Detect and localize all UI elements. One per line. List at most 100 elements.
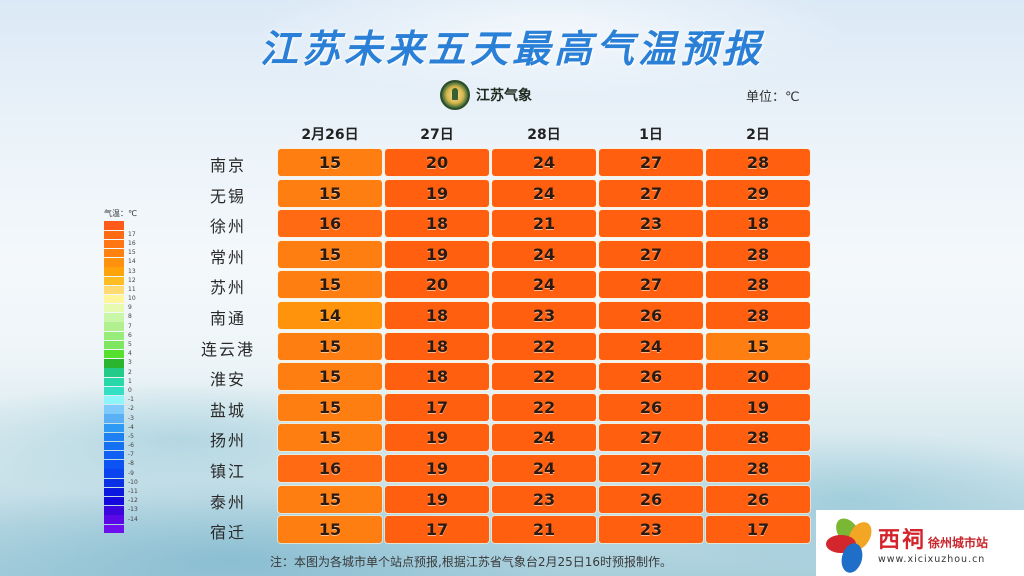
legend-label: 17 (128, 230, 136, 238)
temperature-cell: 19 (385, 455, 489, 482)
city-label: 盐城 (209, 400, 246, 420)
temperature-cell: 15 (278, 485, 382, 513)
legend-row: -11 (104, 487, 138, 497)
temperature-cell: 24 (492, 149, 596, 176)
temperature-cell: 22 (492, 393, 596, 421)
watermark-subtitle: 徐州城市站 (928, 535, 989, 550)
city-label: 淮安 (209, 370, 246, 390)
legend-swatch (104, 359, 124, 368)
legend-label: 8 (128, 313, 132, 321)
legend-swatch (104, 350, 124, 359)
temperature-cell: 23 (599, 210, 703, 238)
legend-row: 13 (104, 267, 138, 276)
temperature-cell: 28 (706, 240, 810, 268)
page-title: 江苏未来五天最高气温预报 (259, 27, 764, 71)
legend-label: 5 (128, 341, 132, 349)
legend-row: -9 (104, 469, 138, 478)
city-label: 扬州 (209, 431, 246, 451)
temperature-cell: 18 (385, 210, 489, 238)
city-label: 泰州 (209, 492, 246, 512)
watermark-brand: 西祠 (878, 527, 927, 553)
xici-watermark: 西祠 徐州城市站 www.xicixuzhou.cn (816, 510, 1024, 576)
legend-swatch (104, 368, 124, 377)
column-header: 1日 (639, 127, 663, 143)
legend-title: 气温：℃ (104, 209, 137, 218)
legend-swatch (104, 377, 124, 386)
legend-label: -10 (128, 478, 138, 486)
legend-row: 15 (104, 248, 138, 258)
temperature-cell: 18 (385, 302, 489, 329)
temperature-cell: 19 (385, 240, 489, 268)
legend-label: -8 (128, 460, 134, 468)
legend-scale: 17 16 15 14 13 12 11 10 9 8 7 6 5 4 3 2 1 0 -1 -2 -3 -4 -5 -6 -7… (104, 221, 138, 533)
temperature-cell: 29 (706, 179, 810, 207)
xici-petal-logo-icon (820, 513, 877, 576)
temperature-cell: 21 (492, 516, 596, 544)
legend-label: 14 (128, 258, 136, 266)
column-header: 2月26日 (301, 127, 359, 143)
temperature-cell: 20 (385, 149, 489, 176)
legend-label: -4 (128, 423, 134, 431)
temperature-cell: 26 (599, 485, 703, 513)
temperature-cell: 21 (492, 210, 596, 238)
legend-swatch (104, 469, 124, 478)
footnote: 注：本图为各城市单个站点预报,根据江苏省气象台2月25日16时预报制作。 (270, 555, 672, 569)
column-header: 2日 (746, 127, 770, 143)
legend-swatch (104, 497, 124, 506)
temperature-cell: 18 (385, 363, 489, 391)
city-label: 苏州 (209, 278, 246, 298)
temperature-cell: 28 (706, 455, 810, 482)
legend-swatch (104, 340, 124, 350)
temperature-cell: 15 (278, 424, 382, 452)
legend-row (104, 524, 138, 533)
legend-label: -14 (128, 515, 138, 523)
temperature-cell: 24 (492, 179, 596, 207)
legend-row: -2 (104, 405, 138, 414)
legend-label: -9 (128, 469, 134, 477)
temperature-cell: 27 (599, 179, 703, 207)
temperature-cell: 27 (599, 271, 703, 299)
legend-swatch (104, 405, 124, 414)
legend-swatch (104, 294, 124, 304)
temperature-cell: 19 (706, 393, 810, 421)
legend-row: 7 (104, 322, 138, 331)
legend-row: 2 (104, 368, 138, 377)
temperature-cell: 16 (278, 210, 382, 238)
legend-label: -1 (128, 396, 134, 404)
watermark-url: www.xicixuzhou.cn (878, 553, 986, 565)
city-label: 南京 (209, 156, 246, 175)
legend-row: -8 (104, 460, 138, 469)
temperature-cell: 24 (492, 240, 596, 268)
legend-row: 8 (104, 313, 138, 322)
legend-label: 0 (128, 386, 132, 394)
temperature-cell: 19 (385, 424, 489, 452)
legend-row: -13 (104, 506, 138, 515)
legend-row: 1 (104, 377, 138, 386)
legend-swatch (104, 258, 124, 267)
temperature-cell: 15 (278, 393, 382, 421)
legend-swatch (104, 221, 124, 230)
legend-row: 3 (104, 359, 138, 368)
legend-row: 16 (104, 239, 138, 249)
legend-row: -10 (104, 478, 138, 488)
legend-swatch (104, 285, 124, 295)
legend-swatch (104, 414, 124, 423)
legend-swatch (104, 331, 124, 341)
temperature-cell: 15 (278, 179, 382, 207)
city-label: 连云港 (200, 339, 255, 359)
legend-row: -7 (104, 451, 138, 460)
legend-row: 5 (104, 340, 138, 350)
legend-swatch (104, 423, 124, 432)
column-header: 27日 (420, 127, 454, 143)
temperature-cell: 24 (492, 271, 596, 299)
temperature-cell: 27 (599, 149, 703, 176)
temperature-cell: 27 (599, 455, 703, 482)
column-header: 28日 (527, 127, 561, 143)
legend-label: -11 (128, 488, 138, 496)
legend-row: 6 (104, 331, 138, 341)
temperature-cell: 18 (385, 332, 489, 360)
legend-row: 4 (104, 350, 138, 359)
legend-label: 11 (128, 285, 136, 293)
legend-swatch (104, 460, 124, 469)
temperature-cell: 17 (385, 516, 489, 544)
